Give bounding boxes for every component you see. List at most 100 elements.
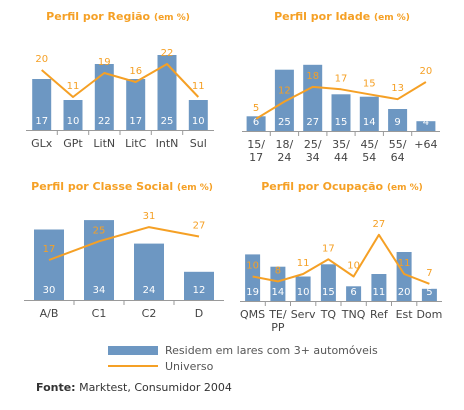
bar-value-label: 17: [129, 116, 142, 127]
bar: [396, 252, 412, 301]
x-tick-label: Serv: [291, 308, 316, 321]
bar: [320, 264, 336, 302]
bar: [126, 79, 146, 130]
chart-svg-ocupacao: 19 14 10 15 6 11 20 5 10 8 11 17 10 27 11 7 QMS TE/PP Serv…: [240, 219, 442, 334]
legend-label-line: Universo: [165, 359, 214, 373]
line-value-label: 7: [426, 268, 432, 279]
line-series-universo: [41, 63, 200, 98]
chart-svg-regiao: 17 10 22 17 25 10 20 11 19 16 22 11 GLx GPt LitN LitC In…: [26, 48, 214, 150]
line-value-label: 31: [143, 211, 156, 222]
x-tick-label: 15/17: [247, 138, 265, 164]
source-text: Marktest, Consumidor 2004: [79, 381, 232, 394]
legend-swatch-line: [108, 365, 158, 367]
x-tick-label: Dom: [416, 308, 442, 321]
bar-value-label: 14: [363, 117, 376, 128]
x-tick-label: 55/64: [389, 138, 407, 164]
line-value-label: 13: [391, 83, 404, 94]
chart-title-text: Perfil por Região: [46, 10, 151, 23]
bar: [421, 288, 437, 302]
chart-panel-ocupacao: Perfil por Ocupação (em %) 19 14 10 15 6 11 20…: [236, 180, 448, 340]
chart-title-unit: (em %): [374, 13, 410, 23]
chart-title-text: Perfil por Idade: [274, 10, 371, 23]
legend-swatch-bar: [108, 345, 158, 355]
bar: [157, 55, 177, 130]
line-value-label: 25: [93, 225, 106, 236]
line-value-label: 20: [420, 66, 433, 77]
chart-title-text: Perfil por Classe Social: [31, 180, 174, 193]
bar-value-label: 9: [394, 117, 400, 128]
x-tick-label: C2: [142, 307, 157, 320]
bar-value-label: 10: [297, 287, 310, 298]
chart-title-text: Perfil por Ocupação: [261, 180, 384, 193]
line-series-universo: [252, 233, 430, 285]
chart-panel-regiao: Perfil por Região (em %) 17 10 22 17 25 10 20 1…: [16, 10, 220, 170]
bar-value-label: 27: [306, 117, 319, 128]
bar: [184, 271, 214, 300]
line-series-universo: [255, 81, 427, 120]
x-tick-label: C1: [92, 307, 107, 320]
bar: [94, 64, 114, 130]
line-value-label: 27: [373, 219, 386, 230]
line-value-label: 22: [161, 48, 174, 59]
bar-value-label: 15: [335, 117, 348, 128]
x-tick-label: IntN: [156, 137, 179, 150]
chart-title: Perfil por Classe Social (em %): [16, 180, 228, 193]
x-tick-label: 25/34: [304, 138, 322, 164]
line-value-label: 16: [129, 66, 142, 77]
line-value-label: 12: [278, 86, 291, 97]
chart-panel-classe-social: Perfil por Classe Social (em %) 30 34 24 12…: [16, 180, 228, 330]
chart-title-unit: (em %): [386, 183, 423, 193]
bar-value-label: 15: [322, 287, 335, 298]
bar-value-label: 12: [193, 285, 206, 296]
line-value-label: 10: [347, 261, 360, 272]
line-value-label: 5: [253, 103, 259, 114]
bar-value-label: 19: [246, 287, 259, 298]
source-note: Fonte: Marktest, Consumidor 2004: [36, 381, 232, 394]
line-value-label: 20: [35, 54, 48, 65]
line-value-label: 27: [193, 221, 206, 232]
x-tick-label: 45/54: [360, 138, 378, 164]
x-tick-label: TE/PP: [268, 308, 287, 334]
x-tick-label: TNQ: [341, 308, 366, 321]
bar-value-label: 22: [98, 116, 111, 127]
line-value-label: 11: [67, 81, 80, 92]
chart-svg-idade: 6 25 27 15 14 9 4 5 12 18 17 15 13 20 15/17 18/24 25/34 3…: [242, 64, 440, 164]
x-tick-label: Ref: [370, 308, 389, 321]
bar: [245, 254, 261, 301]
x-tick-label: GLx: [31, 137, 53, 150]
bar: [371, 274, 387, 301]
line-series-universo: [48, 226, 200, 261]
line-value-label: 8: [275, 265, 281, 276]
line-value-label: 17: [322, 243, 335, 254]
chart-svg-classe-social: 30 34 24 12 17 25 31 27 A/B C1 C2 D: [24, 211, 224, 320]
chart-title-unit: (em %): [177, 183, 213, 193]
bar-value-label: 6: [253, 117, 259, 128]
bar: [359, 96, 379, 131]
x-tick-label: A/B: [40, 307, 59, 320]
x-tick-label: LitC: [125, 137, 146, 150]
line-value-label: 11: [192, 81, 205, 92]
line-value-label: 11: [398, 258, 411, 269]
chart-title-unit: (em %): [153, 13, 190, 23]
bar-value-label: 10: [192, 116, 205, 127]
bar: [295, 276, 311, 301]
bar-value-label: 25: [278, 117, 291, 128]
x-tick-label: D: [195, 307, 203, 320]
line-value-label: 11: [297, 258, 310, 269]
bar-value-label: 6: [350, 287, 356, 298]
bar: [134, 243, 164, 300]
bar-value-label: 20: [398, 287, 411, 298]
x-tick-label: GPt: [63, 137, 83, 150]
x-tick-label: 35/44: [332, 138, 350, 164]
legend-item-bar: Residem em lares com 3+ automóveis: [108, 342, 378, 358]
bar: [63, 100, 83, 130]
bar: [303, 64, 323, 131]
bar: [416, 121, 436, 131]
x-tick-label: Sul: [190, 137, 207, 150]
x-tick-label: LitN: [93, 137, 115, 150]
chart-title: Perfil por Idade (em %): [236, 10, 448, 23]
legend-label-bar: Residem em lares com 3+ automóveis: [165, 343, 378, 357]
bar-value-label: 24: [143, 285, 156, 296]
chart-title: Perfil por Região (em %): [16, 10, 220, 23]
x-tick-label: 18/24: [276, 138, 294, 164]
